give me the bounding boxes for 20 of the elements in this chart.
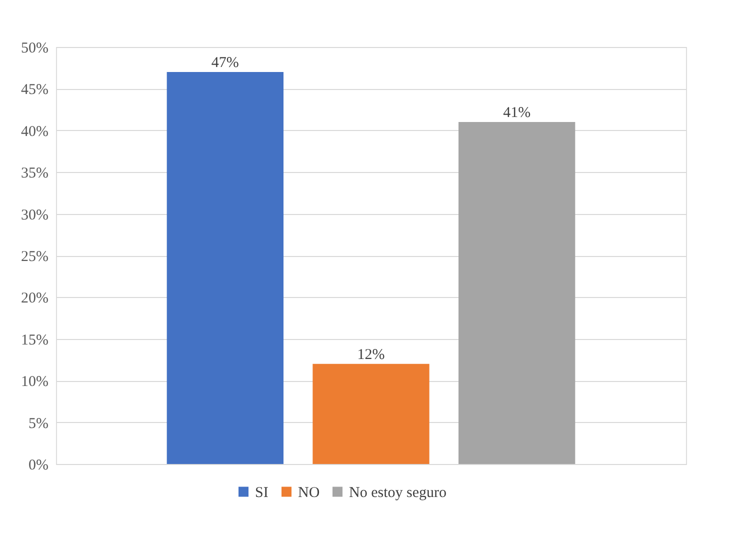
y-tick-label: 0% <box>28 458 48 474</box>
y-tick-label: 30% <box>21 207 48 224</box>
y-tick-label: 50% <box>21 40 48 56</box>
data-label: 41% <box>503 105 531 122</box>
y-tick-label: 5% <box>28 416 48 432</box>
data-label: 47% <box>211 55 239 72</box>
legend-label: SI <box>255 484 268 501</box>
bar <box>166 72 284 464</box>
y-tick-label: 15% <box>21 332 48 348</box>
y-tick-label: 35% <box>21 166 48 182</box>
legend-label: NO <box>298 484 320 501</box>
data-label: 12% <box>357 346 385 363</box>
y-tick-label: 10% <box>21 374 48 390</box>
y-tick-label: 25% <box>21 249 48 265</box>
y-tick-label: 20% <box>21 290 48 307</box>
y-tick-label: 40% <box>21 124 48 140</box>
bar <box>312 364 430 464</box>
y-tick-label: 45% <box>21 82 48 98</box>
legend-label: No estoy seguro <box>349 484 446 501</box>
bar <box>458 122 576 464</box>
